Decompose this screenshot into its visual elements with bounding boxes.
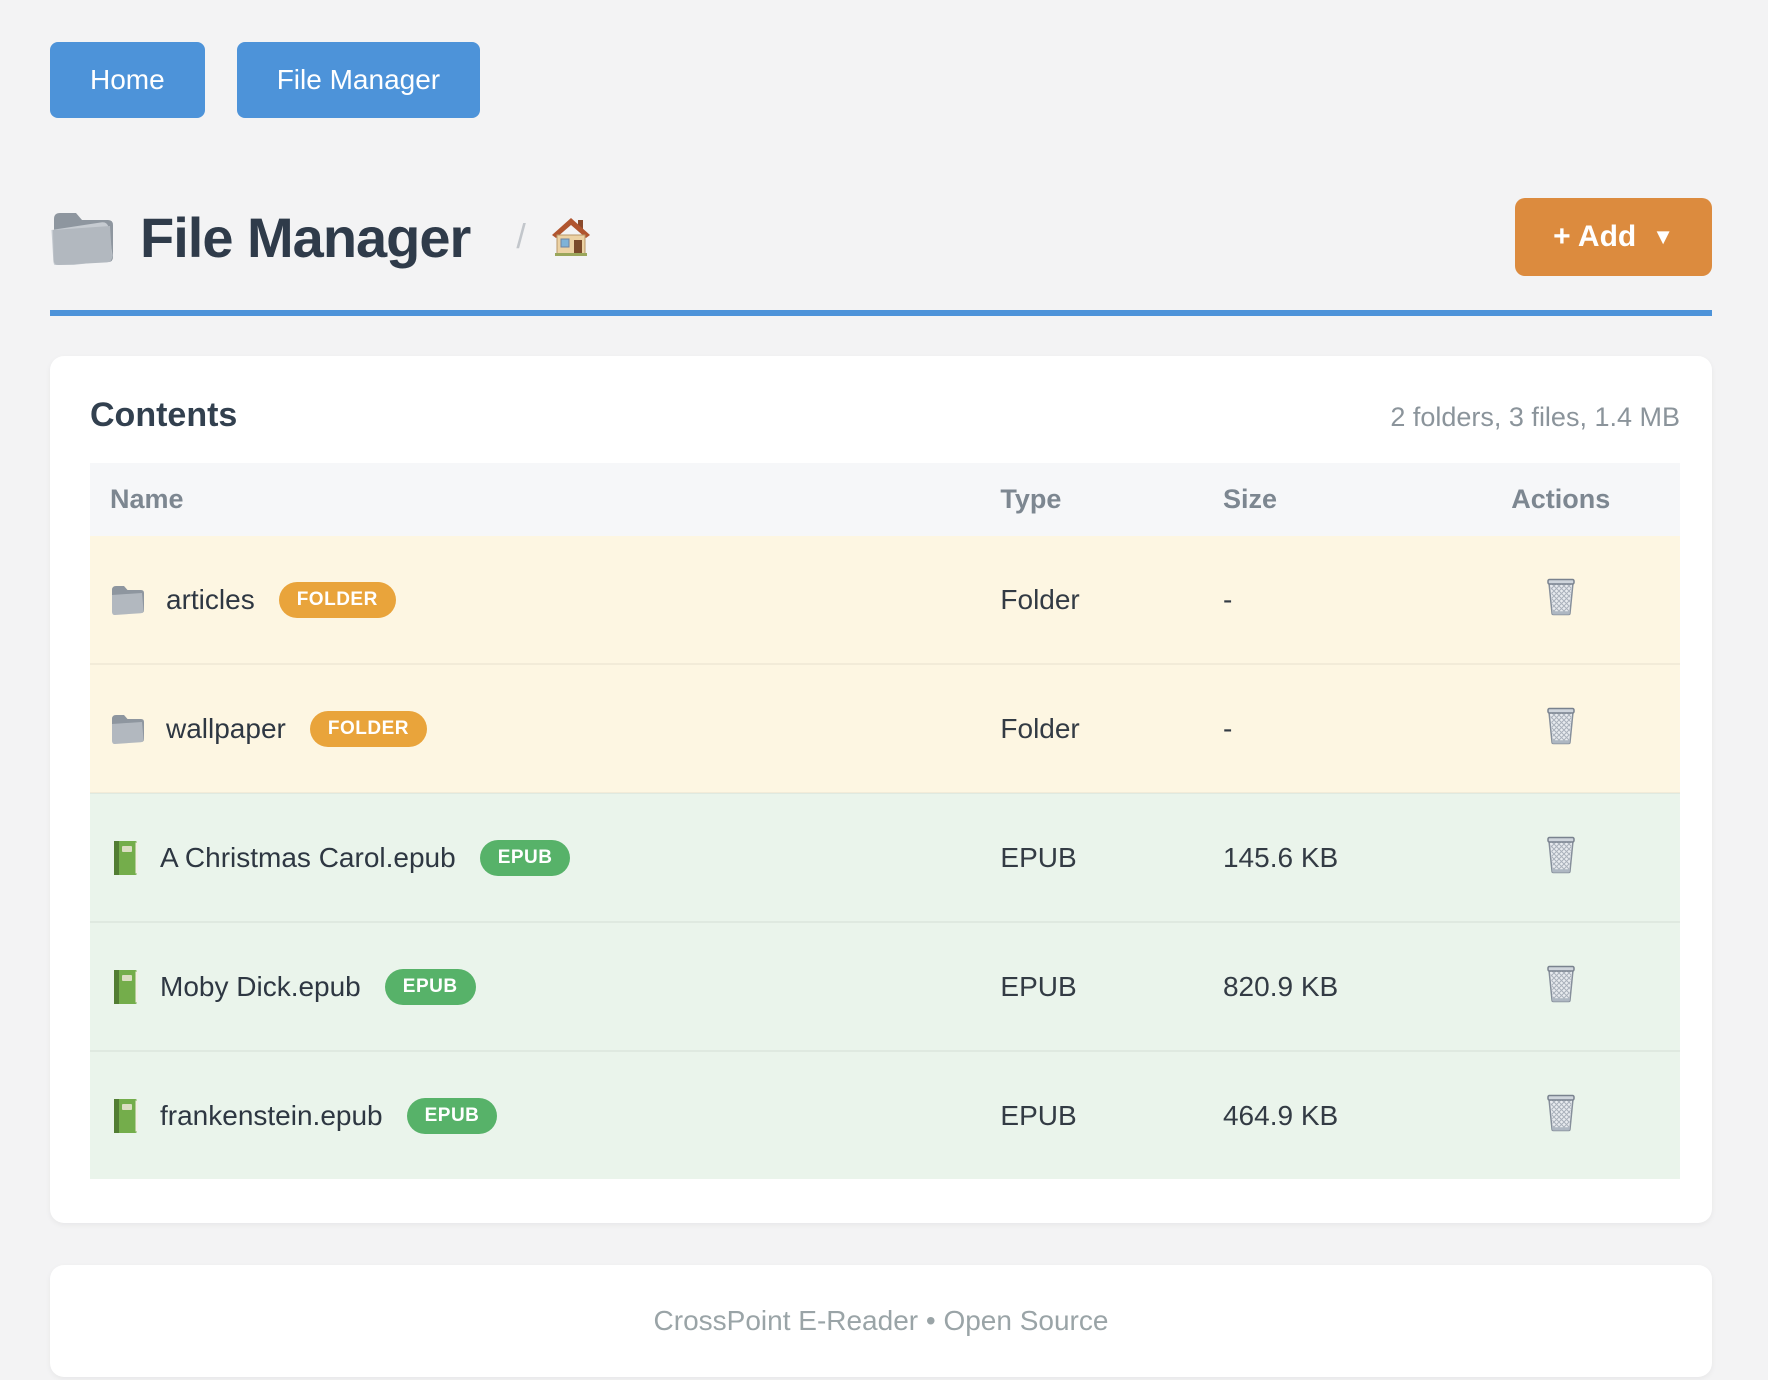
house-icon[interactable]	[550, 216, 592, 258]
file-type: EPUB	[1000, 970, 1077, 1002]
trash-icon	[1544, 576, 1578, 616]
file-type: Folder	[1000, 712, 1080, 744]
folder-icon	[110, 584, 146, 616]
file-type: EPUB	[1000, 1099, 1077, 1131]
title-wrap: File Manager /	[50, 205, 592, 270]
column-header-name: Name	[90, 463, 981, 536]
page-title: File Manager	[140, 205, 471, 269]
file-size: 820.9 KB	[1222, 970, 1339, 1002]
nav-file-manager-button[interactable]: File Manager	[236, 42, 481, 118]
nav-home-button[interactable]: Home	[50, 42, 205, 118]
trash-icon	[1544, 705, 1578, 745]
table-row[interactable]: A Christmas Carol.epub EPUB EPUB 145.6 K…	[90, 793, 1680, 922]
file-size: -	[1222, 583, 1233, 615]
type-badge: FOLDER	[309, 710, 427, 747]
table-row[interactable]: frankenstein.epub EPUB EPUB 464.9 KB	[90, 1051, 1680, 1179]
contents-card-header: Contents 2 folders, 3 files, 1.4 MB	[90, 396, 1680, 435]
file-size: 464.9 KB	[1222, 1099, 1339, 1131]
file-name[interactable]: frankenstein.epub	[160, 1099, 383, 1131]
footer-card: CrossPoint E-Reader • Open Source	[50, 1265, 1712, 1377]
delete-button[interactable]	[1544, 1092, 1578, 1132]
file-size: 145.6 KB	[1222, 841, 1339, 873]
table-row[interactable]: Moby Dick.epub EPUB EPUB 820.9 KB	[90, 922, 1680, 1051]
column-header-type: Type	[980, 463, 1203, 536]
file-table: Name Type Size Actions	[90, 463, 1680, 1179]
add-button[interactable]: + Add ▼	[1515, 198, 1712, 276]
book-icon	[110, 1098, 140, 1134]
type-badge: EPUB	[406, 1097, 498, 1134]
delete-button[interactable]	[1544, 963, 1578, 1003]
folder-icon	[110, 713, 146, 745]
contents-card: Contents 2 folders, 3 files, 1.4 MB Name…	[50, 356, 1712, 1223]
book-icon	[110, 969, 140, 1005]
table-row[interactable]: articles FOLDER Folder -	[90, 536, 1680, 664]
book-icon	[110, 840, 140, 876]
file-table-body: articles FOLDER Folder -	[90, 536, 1680, 1179]
trash-icon	[1544, 1092, 1578, 1132]
delete-button[interactable]	[1544, 576, 1578, 616]
file-size: -	[1222, 712, 1233, 744]
delete-button[interactable]	[1544, 834, 1578, 874]
table-row[interactable]: wallpaper FOLDER Folder -	[90, 664, 1680, 793]
trash-icon	[1544, 834, 1578, 874]
footer-text: CrossPoint E-Reader • Open Source	[653, 1305, 1109, 1336]
file-name[interactable]: articles	[166, 583, 255, 615]
column-header-size: Size	[1202, 463, 1442, 536]
table-header-row: Name Type Size Actions	[90, 463, 1680, 536]
file-name[interactable]: A Christmas Carol.epub	[160, 841, 456, 873]
file-name[interactable]: Moby Dick.epub	[160, 970, 361, 1002]
folder-icon	[50, 209, 116, 267]
contents-title: Contents	[90, 396, 238, 434]
file-type: EPUB	[1000, 841, 1077, 873]
breadcrumb-separator: /	[516, 217, 526, 256]
contents-summary: 2 folders, 3 files, 1.4 MB	[1390, 402, 1680, 432]
type-badge: EPUB	[384, 968, 476, 1005]
top-nav: Home File Manager	[50, 42, 1712, 118]
trash-icon	[1544, 963, 1578, 1003]
file-type: Folder	[1000, 583, 1080, 615]
file-name[interactable]: wallpaper	[166, 712, 286, 744]
page-header: File Manager / + Add ▼	[50, 198, 1712, 276]
column-header-actions: Actions	[1441, 463, 1680, 536]
type-badge: FOLDER	[278, 581, 396, 618]
add-button-label: + Add	[1553, 220, 1637, 253]
delete-button[interactable]	[1544, 705, 1578, 745]
type-badge: EPUB	[479, 839, 571, 876]
header-divider	[50, 310, 1712, 316]
chevron-down-icon: ▼	[1652, 224, 1674, 249]
